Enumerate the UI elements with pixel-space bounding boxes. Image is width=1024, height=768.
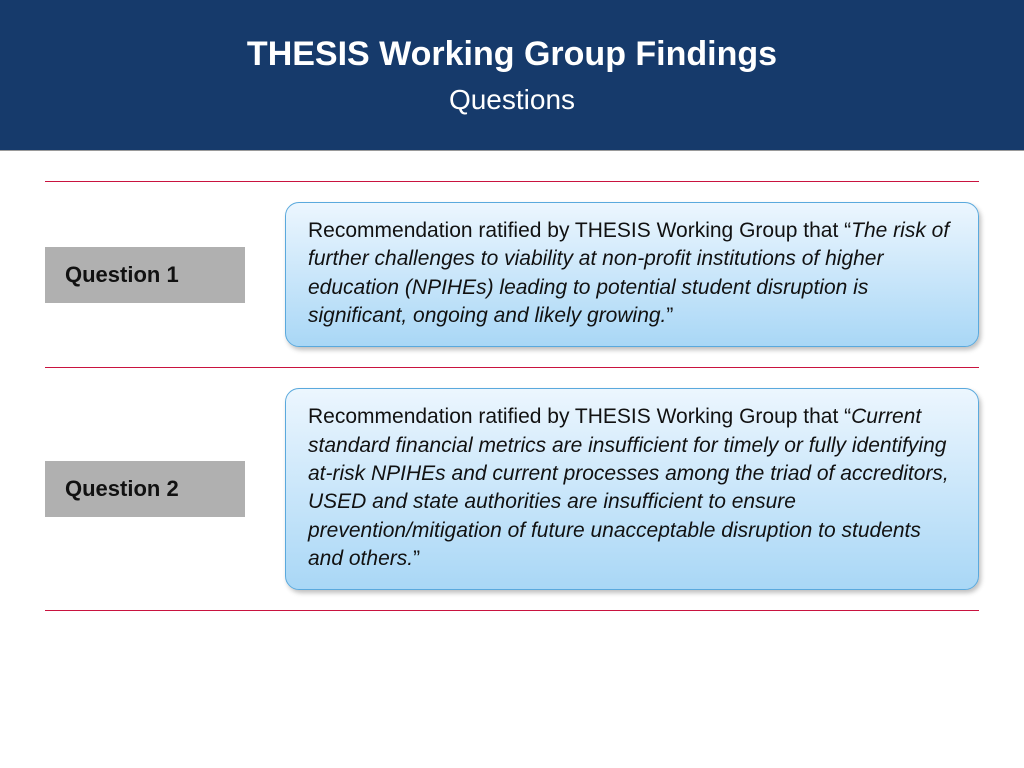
slide-header: THESIS Working Group Findings Questions [0, 0, 1024, 150]
divider-bottom [45, 610, 979, 611]
question-content: Recommendation ratified by THESIS Workin… [285, 202, 979, 347]
question-row: Question 1 Recommendation ratified by TH… [45, 182, 979, 367]
content-quoted: Current standard financial metrics are i… [308, 405, 949, 570]
question-row: Question 2 Recommendation ratified by TH… [45, 368, 979, 610]
slide-title: THESIS Working Group Findings [247, 35, 777, 74]
slide-body: Question 1 Recommendation ratified by TH… [0, 151, 1024, 611]
slide-subtitle: Questions [449, 84, 575, 116]
content-lead: Recommendation ratified by THESIS Workin… [308, 405, 851, 428]
content-trail: ” [666, 304, 673, 327]
content-lead: Recommendation ratified by THESIS Workin… [308, 219, 851, 242]
question-label: Question 1 [45, 247, 245, 303]
question-content: Recommendation ratified by THESIS Workin… [285, 388, 979, 590]
question-label: Question 2 [45, 461, 245, 517]
content-trail: ” [413, 547, 420, 570]
